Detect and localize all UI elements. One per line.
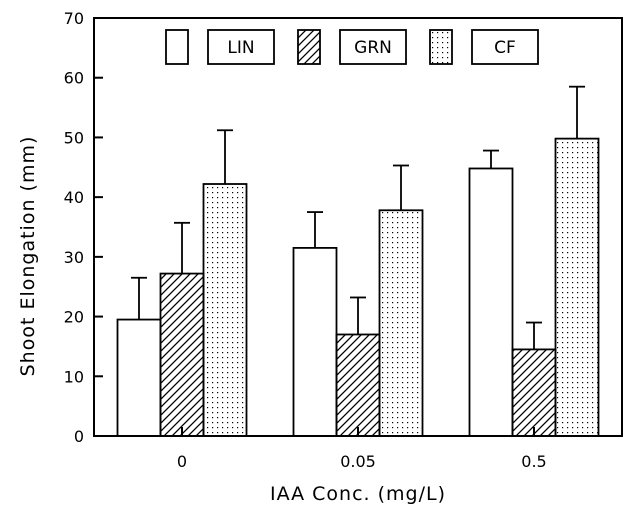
legend-swatch-lin [165, 29, 189, 65]
bar-grn-0.5 [511, 348, 557, 437]
y-tick-label: 70 [64, 9, 84, 28]
y-tick-label: 10 [64, 367, 84, 386]
y-tick-label: 20 [64, 308, 84, 327]
y-tick-label: 40 [64, 188, 84, 207]
bar-cf-0.05 [378, 209, 424, 437]
y-tick-label: 50 [64, 128, 84, 147]
y-tick-label: 0 [74, 427, 84, 446]
legend-swatch-cf [429, 29, 453, 65]
y-axis-title: Shoot Elongation (mm) [17, 136, 39, 377]
legend-label-grn: GRN [354, 38, 392, 58]
x-tick-label: 0.05 [340, 452, 376, 471]
bar-lin-0.5 [468, 167, 514, 437]
legend-label-lin: LIN [227, 38, 254, 58]
x-tick-label: 0 [177, 452, 187, 471]
y-tick-label: 30 [64, 248, 84, 267]
bar-cf-0.5 [554, 137, 600, 437]
bar-cf-0 [202, 183, 248, 437]
legend-swatch-grn [297, 29, 321, 65]
bar-lin-0.05 [292, 246, 338, 437]
y-tick-label: 60 [64, 69, 84, 88]
bar-grn-0.05 [335, 333, 381, 437]
bar-lin-0 [116, 318, 162, 437]
x-tick-label: 0.5 [521, 452, 546, 471]
legend-label-box [471, 29, 539, 65]
bar-grn-0 [159, 272, 205, 437]
legend-label-box [339, 29, 407, 65]
legend-label-box [207, 29, 275, 65]
x-axis-title: IAA Conc. (mg/L) [270, 483, 446, 505]
legend-label-cf: CF [494, 38, 516, 58]
